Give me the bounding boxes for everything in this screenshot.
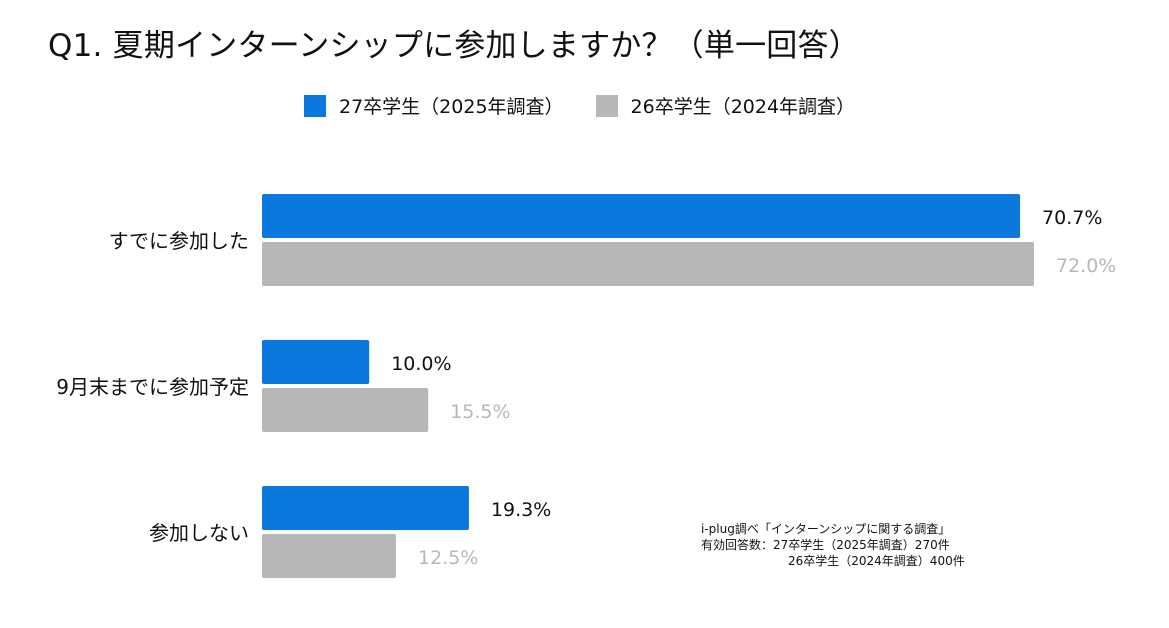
category-label: 参加しない bbox=[149, 521, 249, 545]
chart-legend: 27卒学生（2025年調査） 26卒学生（2024年調査） bbox=[304, 92, 855, 119]
legend-item-26: 26卒学生（2024年調査） bbox=[595, 92, 856, 119]
source-line-1: i-plug調べ「インターンシップに関する調査」 bbox=[701, 522, 951, 536]
bar-27 bbox=[262, 194, 1021, 238]
source-note: i-plug調べ「インターンシップに関する調査」 有効回答数：27卒学生（202… bbox=[701, 521, 1021, 569]
bar-26 bbox=[262, 534, 397, 578]
legend-label-26: 26卒学生（2024年調査） bbox=[630, 96, 856, 118]
category-label: すでに参加した bbox=[109, 229, 249, 253]
legend-swatch-26 bbox=[595, 94, 618, 117]
category-label: 9月末までに参加予定 bbox=[56, 375, 249, 399]
data-label-27: 70.7% bbox=[1042, 207, 1102, 229]
data-label-26: 72.0% bbox=[1056, 255, 1116, 277]
data-label-26: 15.5% bbox=[450, 401, 510, 423]
legend-label-27: 27卒学生（2025年調査） bbox=[339, 96, 564, 118]
legend-item-27: 27卒学生（2025年調査） bbox=[304, 92, 564, 119]
data-label-26: 12.5% bbox=[418, 547, 478, 569]
data-label-27: 19.3% bbox=[491, 499, 551, 521]
legend-swatch-27 bbox=[304, 94, 326, 117]
bar-26 bbox=[262, 388, 429, 432]
chart-title: Q1. 夏期インターンシップに参加しますか？（単一回答） bbox=[48, 28, 860, 64]
bar-27 bbox=[262, 340, 370, 384]
source-line-2: 有効回答数：27卒学生（2025年調査）270件 bbox=[701, 538, 950, 552]
source-line-3: 26卒学生（2024年調査）400件 bbox=[788, 554, 965, 568]
data-label-27: 10.0% bbox=[391, 353, 451, 375]
bar-27 bbox=[262, 486, 469, 530]
bar-26 bbox=[262, 242, 1034, 286]
